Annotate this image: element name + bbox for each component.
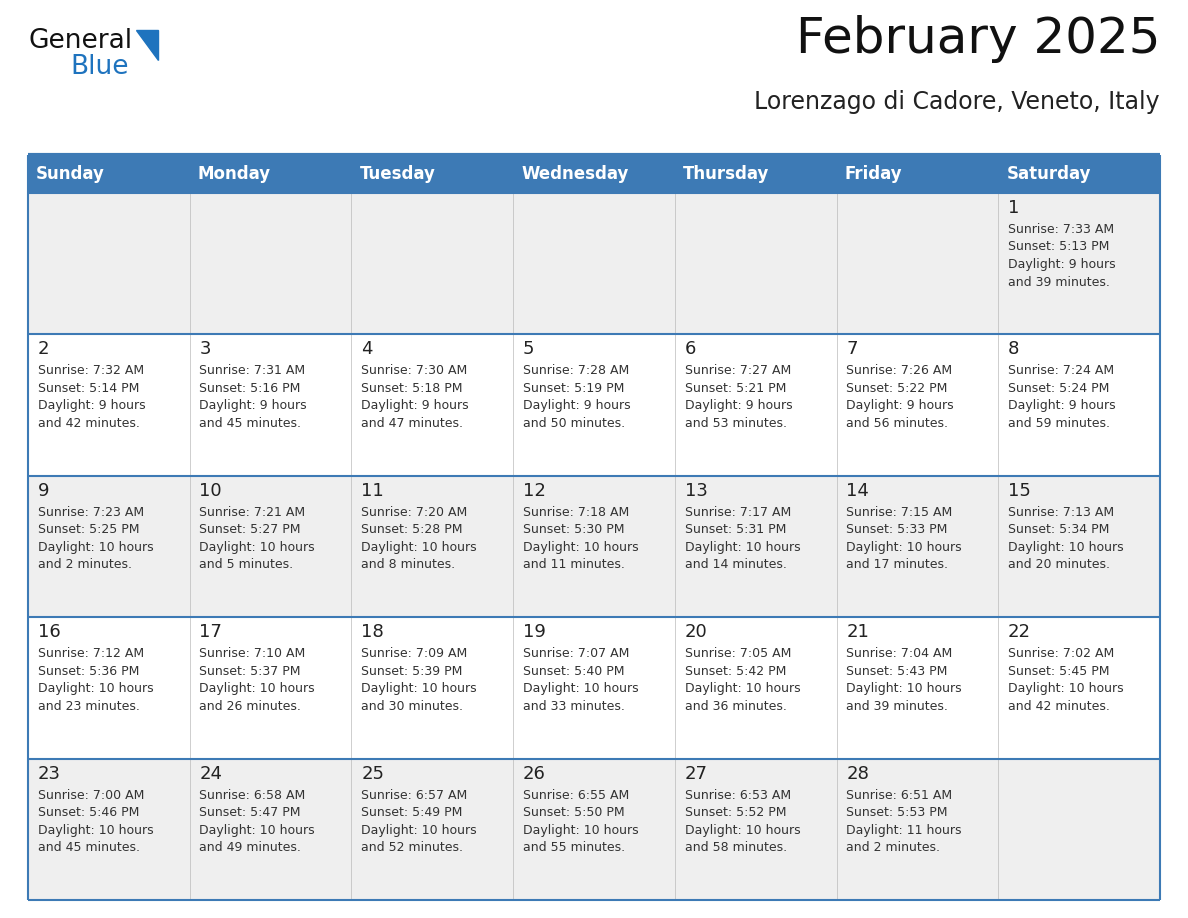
Text: Sunrise: 7:24 AM
Sunset: 5:24 PM
Daylight: 9 hours
and 59 minutes.: Sunrise: 7:24 AM Sunset: 5:24 PM Dayligh… [1007, 364, 1116, 430]
Text: Wednesday: Wednesday [522, 165, 628, 183]
Text: 16: 16 [38, 623, 61, 641]
Bar [998, 155, 1159, 193]
Text: 14: 14 [846, 482, 870, 499]
Bar [29, 193, 1159, 334]
Text: 22: 22 [1007, 623, 1031, 641]
Bar [513, 155, 675, 193]
Text: 25: 25 [361, 765, 384, 783]
Text: Sunrise: 7:20 AM
Sunset: 5:28 PM
Daylight: 10 hours
and 8 minutes.: Sunrise: 7:20 AM Sunset: 5:28 PM Dayligh… [361, 506, 476, 571]
Text: Sunrise: 7:26 AM
Sunset: 5:22 PM
Daylight: 9 hours
and 56 minutes.: Sunrise: 7:26 AM Sunset: 5:22 PM Dayligh… [846, 364, 954, 430]
Text: Thursday: Thursday [683, 165, 770, 183]
Text: Sunrise: 7:17 AM
Sunset: 5:31 PM
Daylight: 10 hours
and 14 minutes.: Sunrise: 7:17 AM Sunset: 5:31 PM Dayligh… [684, 506, 801, 571]
Text: Sunrise: 6:53 AM
Sunset: 5:52 PM
Daylight: 10 hours
and 58 minutes.: Sunrise: 6:53 AM Sunset: 5:52 PM Dayligh… [684, 789, 801, 854]
Bar [836, 155, 998, 193]
Text: Friday: Friday [845, 165, 902, 183]
Text: 3: 3 [200, 341, 211, 358]
Text: Sunrise: 7:05 AM
Sunset: 5:42 PM
Daylight: 10 hours
and 36 minutes.: Sunrise: 7:05 AM Sunset: 5:42 PM Dayligh… [684, 647, 801, 712]
Text: Sunrise: 7:18 AM
Sunset: 5:30 PM
Daylight: 10 hours
and 11 minutes.: Sunrise: 7:18 AM Sunset: 5:30 PM Dayligh… [523, 506, 638, 571]
Bar [29, 758, 1159, 900]
Text: 6: 6 [684, 341, 696, 358]
Text: 9: 9 [38, 482, 49, 499]
Text: 20: 20 [684, 623, 707, 641]
Bar [675, 155, 836, 193]
Bar [352, 155, 513, 193]
Text: Sunrise: 7:09 AM
Sunset: 5:39 PM
Daylight: 10 hours
and 30 minutes.: Sunrise: 7:09 AM Sunset: 5:39 PM Dayligh… [361, 647, 476, 712]
Text: Sunrise: 7:23 AM
Sunset: 5:25 PM
Daylight: 10 hours
and 2 minutes.: Sunrise: 7:23 AM Sunset: 5:25 PM Dayligh… [38, 506, 153, 571]
Text: Sunrise: 7:30 AM
Sunset: 5:18 PM
Daylight: 9 hours
and 47 minutes.: Sunrise: 7:30 AM Sunset: 5:18 PM Dayligh… [361, 364, 469, 430]
Text: February 2025: February 2025 [796, 15, 1159, 63]
Bar [29, 617, 1159, 758]
Text: 19: 19 [523, 623, 545, 641]
Text: Sunrise: 7:15 AM
Sunset: 5:33 PM
Daylight: 10 hours
and 17 minutes.: Sunrise: 7:15 AM Sunset: 5:33 PM Dayligh… [846, 506, 962, 571]
Text: 27: 27 [684, 765, 708, 783]
Text: Sunrise: 7:10 AM
Sunset: 5:37 PM
Daylight: 10 hours
and 26 minutes.: Sunrise: 7:10 AM Sunset: 5:37 PM Dayligh… [200, 647, 315, 712]
Text: 26: 26 [523, 765, 545, 783]
Text: 2: 2 [38, 341, 49, 358]
Text: Sunrise: 7:07 AM
Sunset: 5:40 PM
Daylight: 10 hours
and 33 minutes.: Sunrise: 7:07 AM Sunset: 5:40 PM Dayligh… [523, 647, 638, 712]
Text: Monday: Monday [197, 165, 271, 183]
Text: 1: 1 [1007, 199, 1019, 217]
Text: General: General [29, 28, 132, 54]
Text: Sunrise: 6:55 AM
Sunset: 5:50 PM
Daylight: 10 hours
and 55 minutes.: Sunrise: 6:55 AM Sunset: 5:50 PM Dayligh… [523, 789, 638, 854]
Bar [190, 155, 352, 193]
Polygon shape [135, 30, 158, 60]
Text: 13: 13 [684, 482, 707, 499]
Bar [29, 476, 1159, 617]
Text: Sunrise: 7:12 AM
Sunset: 5:36 PM
Daylight: 10 hours
and 23 minutes.: Sunrise: 7:12 AM Sunset: 5:36 PM Dayligh… [38, 647, 153, 712]
Text: Sunrise: 7:28 AM
Sunset: 5:19 PM
Daylight: 9 hours
and 50 minutes.: Sunrise: 7:28 AM Sunset: 5:19 PM Dayligh… [523, 364, 631, 430]
Text: Sunrise: 7:21 AM
Sunset: 5:27 PM
Daylight: 10 hours
and 5 minutes.: Sunrise: 7:21 AM Sunset: 5:27 PM Dayligh… [200, 506, 315, 571]
Text: 18: 18 [361, 623, 384, 641]
Text: Sunday: Sunday [36, 165, 105, 183]
Text: 10: 10 [200, 482, 222, 499]
Bar [29, 155, 190, 193]
Text: 17: 17 [200, 623, 222, 641]
Text: Sunrise: 6:58 AM
Sunset: 5:47 PM
Daylight: 10 hours
and 49 minutes.: Sunrise: 6:58 AM Sunset: 5:47 PM Dayligh… [200, 789, 315, 854]
Text: Sunrise: 7:13 AM
Sunset: 5:34 PM
Daylight: 10 hours
and 20 minutes.: Sunrise: 7:13 AM Sunset: 5:34 PM Dayligh… [1007, 506, 1124, 571]
Text: 5: 5 [523, 341, 535, 358]
Text: 23: 23 [38, 765, 61, 783]
Text: 28: 28 [846, 765, 870, 783]
Text: Sunrise: 7:27 AM
Sunset: 5:21 PM
Daylight: 9 hours
and 53 minutes.: Sunrise: 7:27 AM Sunset: 5:21 PM Dayligh… [684, 364, 792, 430]
Text: 21: 21 [846, 623, 870, 641]
Text: 8: 8 [1007, 341, 1019, 358]
Text: Sunrise: 6:57 AM
Sunset: 5:49 PM
Daylight: 10 hours
and 52 minutes.: Sunrise: 6:57 AM Sunset: 5:49 PM Dayligh… [361, 789, 476, 854]
Text: Sunrise: 7:31 AM
Sunset: 5:16 PM
Daylight: 9 hours
and 45 minutes.: Sunrise: 7:31 AM Sunset: 5:16 PM Dayligh… [200, 364, 307, 430]
Text: Tuesday: Tuesday [360, 165, 435, 183]
Text: Sunrise: 6:51 AM
Sunset: 5:53 PM
Daylight: 11 hours
and 2 minutes.: Sunrise: 6:51 AM Sunset: 5:53 PM Dayligh… [846, 789, 962, 854]
Text: Sunrise: 7:33 AM
Sunset: 5:13 PM
Daylight: 9 hours
and 39 minutes.: Sunrise: 7:33 AM Sunset: 5:13 PM Dayligh… [1007, 223, 1116, 288]
Text: 7: 7 [846, 341, 858, 358]
Text: Lorenzago di Cadore, Veneto, Italy: Lorenzago di Cadore, Veneto, Italy [754, 90, 1159, 114]
Text: 15: 15 [1007, 482, 1031, 499]
Text: Sunrise: 7:00 AM
Sunset: 5:46 PM
Daylight: 10 hours
and 45 minutes.: Sunrise: 7:00 AM Sunset: 5:46 PM Dayligh… [38, 789, 153, 854]
Bar [29, 334, 1159, 476]
Text: Sunrise: 7:02 AM
Sunset: 5:45 PM
Daylight: 10 hours
and 42 minutes.: Sunrise: 7:02 AM Sunset: 5:45 PM Dayligh… [1007, 647, 1124, 712]
Text: 4: 4 [361, 341, 373, 358]
Text: Blue: Blue [70, 54, 128, 80]
Text: Saturday: Saturday [1006, 165, 1091, 183]
Text: Sunrise: 7:04 AM
Sunset: 5:43 PM
Daylight: 10 hours
and 39 minutes.: Sunrise: 7:04 AM Sunset: 5:43 PM Dayligh… [846, 647, 962, 712]
Text: 24: 24 [200, 765, 222, 783]
Text: Sunrise: 7:32 AM
Sunset: 5:14 PM
Daylight: 9 hours
and 42 minutes.: Sunrise: 7:32 AM Sunset: 5:14 PM Dayligh… [38, 364, 145, 430]
Text: 11: 11 [361, 482, 384, 499]
Text: 12: 12 [523, 482, 545, 499]
